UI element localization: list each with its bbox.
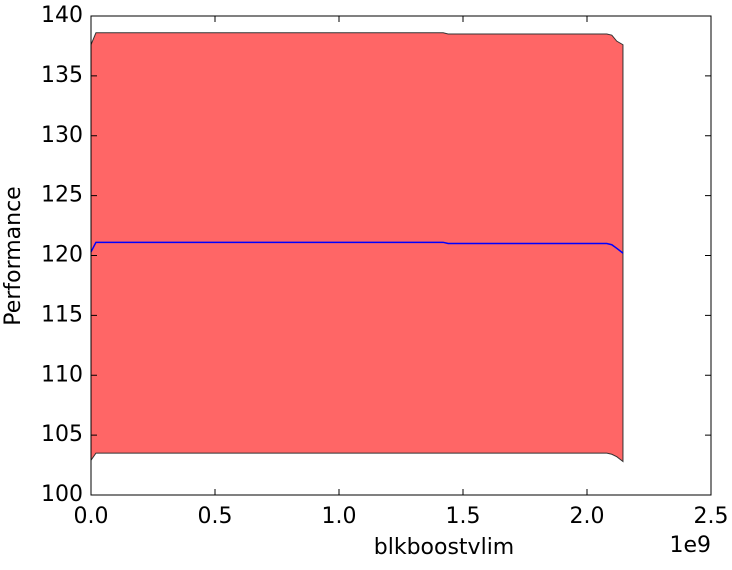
x-tick-label: 2.5 (694, 504, 729, 529)
x-tick-label: 2.0 (570, 504, 605, 529)
y-tick-label: 140 (41, 3, 83, 28)
x-axis-label: blkboostvlim (374, 535, 514, 560)
y-tick-label: 120 (41, 243, 83, 268)
y-tick-label: 135 (41, 63, 83, 88)
y-tick-label: 125 (41, 183, 83, 208)
x-tick-label: 0.0 (74, 504, 109, 529)
x-tick-label: 1.0 (322, 504, 357, 529)
y-tick-label: 115 (41, 302, 83, 327)
band (90, 32, 624, 463)
y-tick-label: 110 (41, 362, 83, 387)
y-axis-label: Performance (1, 186, 26, 325)
y-tick-label: 105 (41, 422, 83, 447)
x-tick-label: 0.5 (198, 504, 233, 529)
x-tick-label: 1.5 (446, 504, 481, 529)
y-tick-label: 100 (41, 482, 83, 507)
y-tick-label: 130 (41, 123, 83, 148)
line (90, 241, 624, 254)
x-offset-label: 1e9 (669, 533, 711, 558)
